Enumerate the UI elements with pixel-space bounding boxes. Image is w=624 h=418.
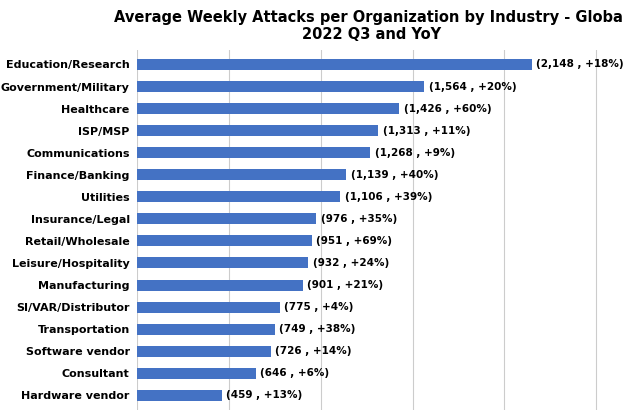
Text: (1,564 , +20%): (1,564 , +20%) [429, 82, 517, 92]
Text: (459 , +13%): (459 , +13%) [226, 390, 303, 400]
Text: (2,148 , +18%): (2,148 , +18%) [536, 59, 624, 69]
Bar [137, 390, 222, 401]
Bar [137, 103, 399, 114]
Bar [137, 324, 275, 335]
Text: (1,106 , +39%): (1,106 , +39%) [345, 192, 432, 202]
Text: (932 , +24%): (932 , +24%) [313, 258, 389, 268]
Bar [137, 346, 271, 357]
Bar [137, 125, 378, 136]
Bar [137, 191, 340, 202]
Text: (976 , +35%): (976 , +35%) [321, 214, 397, 224]
Bar [137, 169, 346, 180]
Bar [137, 213, 316, 224]
Bar [137, 280, 303, 291]
Text: (775 , +4%): (775 , +4%) [284, 302, 353, 312]
Bar [137, 257, 308, 268]
Text: (726 , +14%): (726 , +14%) [275, 346, 351, 356]
Bar [137, 301, 280, 313]
Text: (901 , +21%): (901 , +21%) [307, 280, 383, 290]
Bar [137, 368, 256, 379]
Bar [137, 81, 424, 92]
Bar [137, 235, 312, 247]
Bar [137, 147, 370, 158]
Text: (1,268 , +9%): (1,268 , +9%) [374, 148, 455, 158]
Text: (749 , +38%): (749 , +38%) [280, 324, 356, 334]
Text: (951 , +69%): (951 , +69%) [316, 236, 392, 246]
Text: (1,139 , +40%): (1,139 , +40%) [351, 170, 439, 180]
Text: (1,313 , +11%): (1,313 , +11%) [383, 126, 470, 136]
Bar [137, 59, 532, 70]
Title: Average Weekly Attacks per Organization by Industry - Global
2022 Q3 and YoY: Average Weekly Attacks per Organization … [114, 10, 624, 42]
Text: (646 , +6%): (646 , +6%) [260, 368, 329, 378]
Text: (1,426 , +60%): (1,426 , +60%) [404, 104, 491, 114]
